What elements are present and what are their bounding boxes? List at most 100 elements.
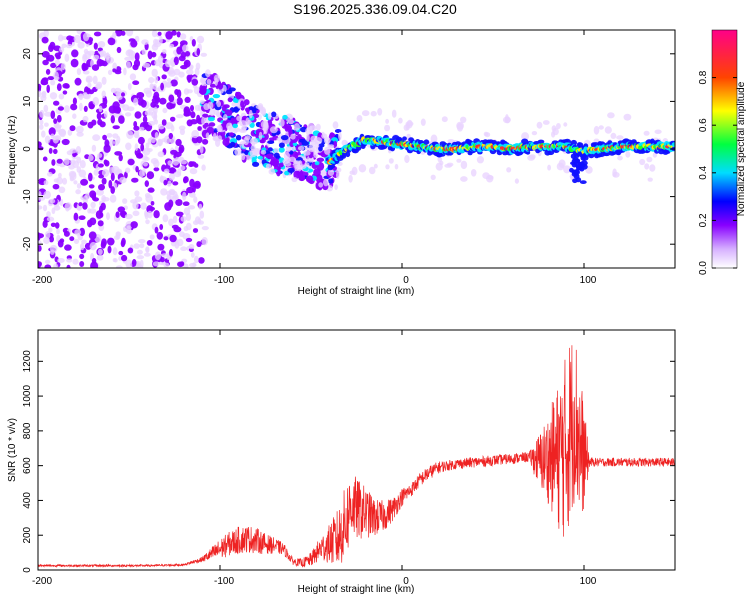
spectrogram-ylabel: Frequency (Hz) <box>7 116 18 185</box>
spectrogram-cell <box>214 77 218 87</box>
spectrogram-cell <box>73 212 79 221</box>
spectrogram-cell <box>76 68 81 76</box>
spectrogram-cell <box>107 245 112 254</box>
spectrogram-cell <box>296 170 301 176</box>
spectrogram-cell <box>85 77 91 83</box>
spectrogram-cell <box>151 68 158 77</box>
spectrogram-cell <box>257 155 263 160</box>
spectrogram-cell <box>44 259 51 264</box>
spectrogram-cell <box>81 239 87 244</box>
spectrogram-cell <box>134 196 143 203</box>
spectrogram-cell <box>123 67 127 76</box>
spectrogram-cell <box>274 158 280 167</box>
spectrogram-cell <box>133 131 139 138</box>
spectrogram-cell <box>332 121 339 129</box>
spectrogram-cell <box>183 207 191 216</box>
spectrogram-cell <box>38 261 42 267</box>
spectrogram-cell <box>83 105 88 112</box>
spectrogram-cell <box>216 125 223 132</box>
spectrogram-cell <box>563 165 571 174</box>
spectrogram-cell <box>101 90 106 99</box>
spectrogram-cell <box>68 164 75 170</box>
spectrogram-cell <box>570 139 577 146</box>
spectrogram-cell <box>141 39 149 45</box>
spectrogram-cell <box>327 169 335 176</box>
spectrogram-cell <box>224 109 233 117</box>
spectrogram-cell <box>183 177 188 184</box>
spectrogram-cell <box>200 52 208 57</box>
spectrogram-ytick-label: -10 <box>22 189 33 204</box>
spectrogram-cell <box>168 199 174 208</box>
spectrogram-cell <box>134 143 139 152</box>
spectrogram-cell <box>92 75 98 85</box>
spectrogram-cell <box>301 140 309 146</box>
spectrogram-cell <box>175 199 183 206</box>
spectrogram-cell <box>48 236 55 243</box>
spectrogram-cell <box>278 147 285 153</box>
spectrogram-cell <box>121 254 128 262</box>
colorbar-label: Normalized spectral amplitude <box>736 81 747 216</box>
spectrogram-cell <box>603 152 611 157</box>
spectrogram-cell <box>137 152 143 159</box>
spectrogram-cell <box>159 224 164 230</box>
spectrogram-cell <box>196 48 201 56</box>
spectrogram-cell <box>85 192 90 200</box>
spectrogram-cell <box>93 31 102 37</box>
spectrogram-cell <box>38 232 41 241</box>
spectrogram-cell <box>125 259 133 268</box>
spectrogram-cell <box>156 231 163 240</box>
spectrogram-cell <box>41 77 49 83</box>
spectrogram-cell <box>284 170 290 176</box>
spectrogram-cell <box>48 127 56 136</box>
spectrogram-cell <box>514 178 520 184</box>
spectrogram-cell <box>235 134 242 141</box>
spectrogram-cell <box>63 230 70 237</box>
spectrogram-cell <box>279 118 285 127</box>
spectrogram-cell <box>556 123 561 130</box>
spectrogram-cell <box>305 127 313 135</box>
spectrogram-cell <box>73 34 82 44</box>
spectrogram-cell <box>82 115 89 123</box>
spectrogram-cell <box>162 107 168 114</box>
spectrogram-cell <box>184 96 191 103</box>
spectrogram-cell <box>187 205 196 210</box>
spectrogram-cell <box>292 142 298 147</box>
spectrogram-cell <box>61 43 67 48</box>
spectrogram-cell <box>163 236 169 241</box>
spectrogram-cell <box>119 176 127 184</box>
spectrogram-cell <box>112 247 118 256</box>
spectrogram-cell <box>62 177 68 185</box>
spectrogram-cell <box>267 140 275 144</box>
spectrogram-cell <box>72 97 77 105</box>
spectrogram-cell <box>96 188 104 196</box>
spectrogram-cell <box>79 160 86 169</box>
spectrogram-cell <box>388 158 394 164</box>
spectrogram-cell <box>652 152 658 158</box>
spectrogram-cell <box>106 133 113 138</box>
spectrogram-cell <box>143 252 151 257</box>
spectrogram-cell <box>80 178 89 186</box>
spectrogram-cell <box>205 132 210 139</box>
spectrogram-cell <box>231 101 238 107</box>
spectrogram-cell <box>168 169 174 174</box>
spectrogram-cell <box>252 161 260 167</box>
spectrogram-cell <box>460 160 468 170</box>
spectrogram-cell <box>156 97 161 103</box>
spectrogram-cell <box>107 69 113 76</box>
spectrogram-cell <box>97 41 106 48</box>
spectrogram-cell <box>64 105 70 113</box>
spectrogram-cell <box>101 76 107 85</box>
spectrogram-cell <box>334 184 338 191</box>
spectrogram-cell <box>136 255 145 260</box>
spectrogram-cell <box>361 110 370 117</box>
spectrogram-cell <box>671 142 675 148</box>
spectrogram-cell <box>49 92 58 100</box>
spectrogram-cell <box>148 120 156 126</box>
spectrogram-cell <box>180 160 187 165</box>
spectrogram-cell <box>133 125 140 131</box>
spectrogram-cell <box>265 163 272 169</box>
spectrogram-cell <box>91 258 97 264</box>
spectrogram-cell <box>574 158 580 164</box>
